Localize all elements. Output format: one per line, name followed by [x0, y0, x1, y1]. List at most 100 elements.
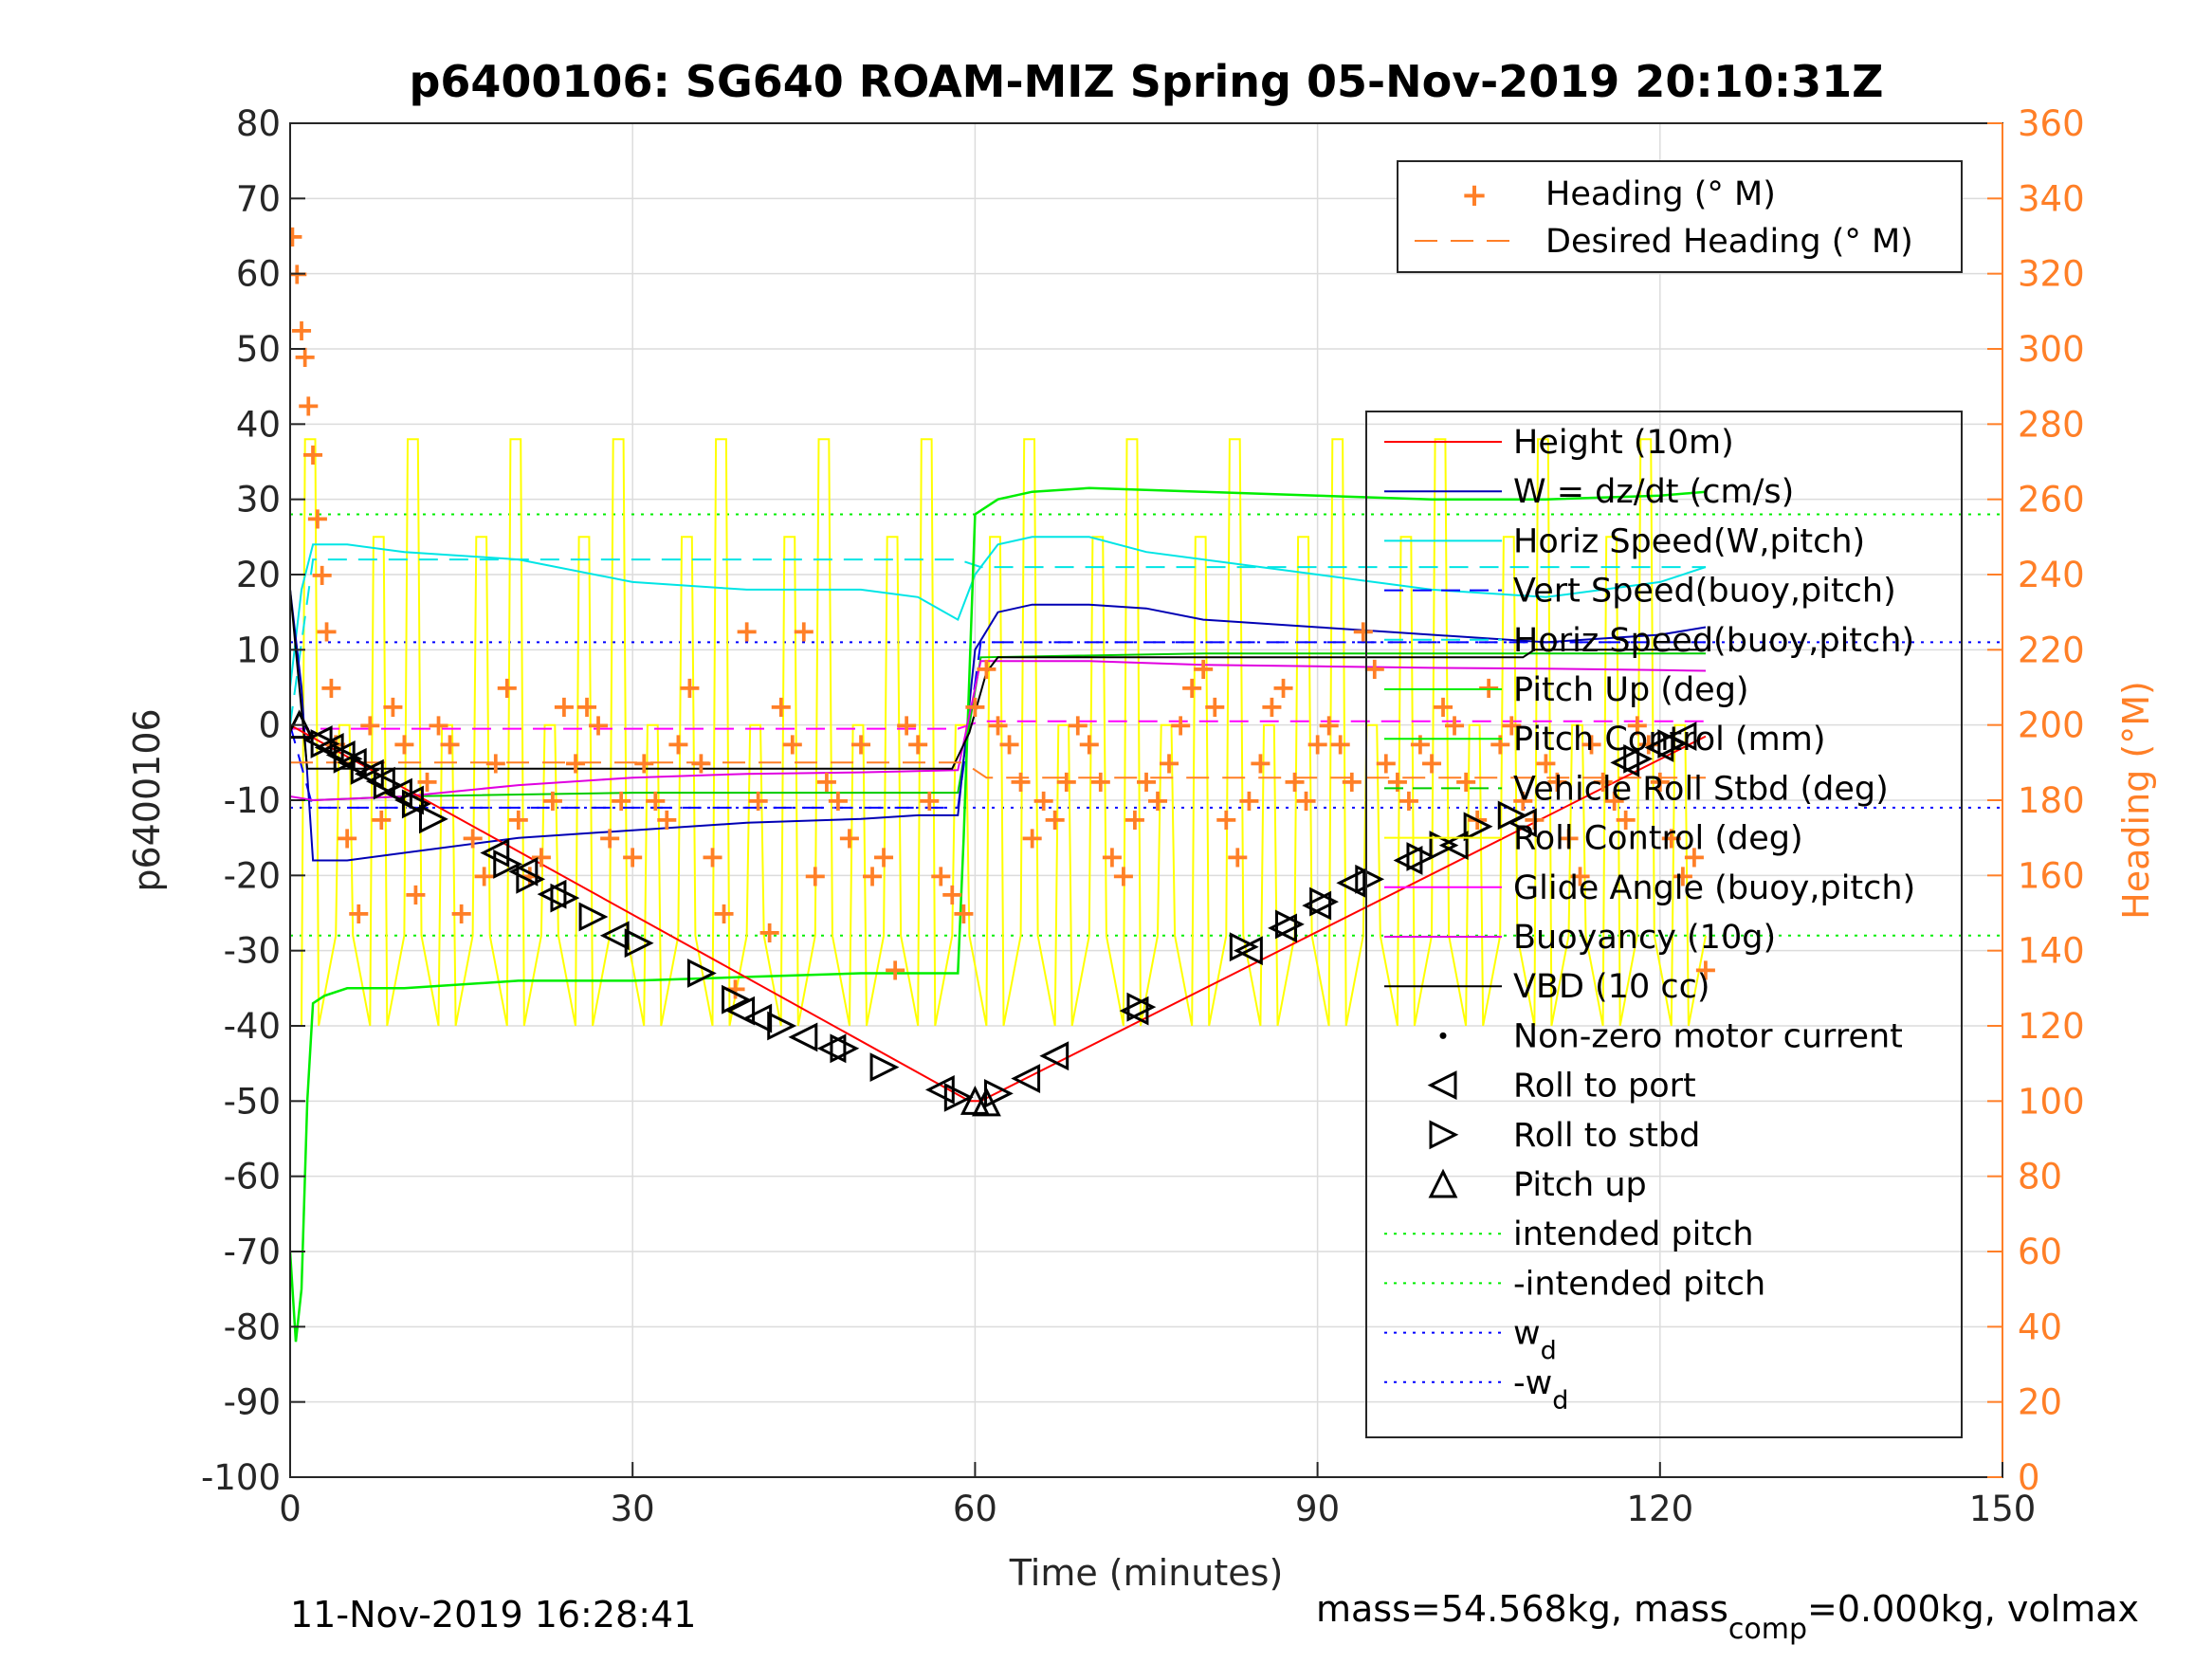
heading-point: +: [1111, 857, 1137, 893]
heading-point: +: [296, 388, 321, 424]
heading-point: +: [1350, 613, 1376, 649]
heading-point: +: [871, 839, 897, 875]
legend-label-sub: d: [1541, 1337, 1557, 1366]
heading-point: +: [745, 782, 771, 818]
heading-point: +: [1693, 952, 1719, 988]
legend-heading: + Heading (° M) Desired Heading (° M): [1397, 160, 1963, 273]
heading-point: +: [1191, 650, 1216, 686]
y2-tick-label: 200: [2018, 705, 2085, 746]
heading-point: +: [643, 782, 668, 818]
heading-point: +: [1042, 801, 1068, 837]
heading-point: +: [586, 707, 612, 743]
heading-point: +: [575, 688, 600, 724]
legend-label: W = dz/dt (cm/s): [1513, 473, 1794, 511]
heading-point: +: [700, 839, 725, 875]
heading-point: +: [1647, 763, 1673, 799]
heading-point: +: [757, 914, 782, 950]
legend-label: intended pitch: [1513, 1215, 1754, 1253]
roll-stbd-marker: [550, 883, 580, 913]
y-tick-label: 30: [236, 480, 281, 521]
legend-main: Height (10m) W = dz/dt (cm/s) Horiz Speed(…: [1365, 411, 1963, 1438]
y2-tick-label: 0: [2018, 1457, 2040, 1498]
series-layer: ++++++++++++++++++++++++++++++++++++++++…: [290, 218, 2002, 1343]
footer-date: 11-Nov-2019 16:28:41: [290, 1594, 696, 1636]
legend-label: Buoyancy (10g): [1513, 919, 1776, 957]
heading-point: +: [426, 707, 451, 743]
footer-mass-tail: =0.000kg, volmax: [1807, 1588, 2139, 1630]
y2-tick-label: 100: [2018, 1081, 2085, 1122]
roll-stbd-marker: [516, 864, 546, 894]
legend-label: Pitch Up (deg): [1513, 671, 1749, 709]
heading-point: +: [1556, 820, 1581, 856]
roll-stbd-marker: [1623, 743, 1654, 774]
heading-point: +: [620, 839, 646, 875]
roll-stbd-marker: [310, 729, 340, 758]
heading-point: +: [437, 726, 463, 762]
roll-stbd-marker: [493, 850, 523, 879]
roll-stbd-marker: [1309, 886, 1339, 917]
y-tick-label: 40: [236, 404, 281, 445]
roll-stbd-marker: [624, 928, 654, 959]
y2-tick-label: 280: [2018, 404, 2085, 445]
x-tick-label: 150: [1969, 1489, 2037, 1529]
heading-point: +: [1179, 669, 1205, 705]
heading-point: +: [357, 707, 383, 743]
y-tick-label: -60: [224, 1157, 281, 1197]
roll-port-marker: [1336, 868, 1366, 898]
legend-swatch: [1439, 1032, 1447, 1039]
y-tick-label: 0: [258, 705, 281, 746]
legend-label: Glide Angle (buoy,pitch): [1513, 869, 1915, 907]
heading-point: +: [528, 839, 554, 875]
chart-title: p6400106: SG640 ROAM-MIZ Spring 05-Nov-2…: [409, 56, 1883, 107]
y2-tick-label: 320: [2018, 254, 2085, 295]
heading-point: +: [985, 707, 1011, 743]
y2-tick-label: 360: [2018, 103, 2085, 144]
legend-label: Pitch up: [1513, 1166, 1647, 1204]
heading-point: +: [1442, 707, 1468, 743]
roll-port-marker: [508, 856, 539, 886]
heading-point: +: [1590, 763, 1616, 799]
heading-point: +: [951, 895, 977, 931]
heading-point: +: [460, 820, 485, 856]
footer-mass-text: mass=54.568kg, mass: [1316, 1588, 1728, 1630]
heading-point: +: [1373, 744, 1398, 780]
heading-point: +: [369, 801, 394, 837]
roll-stbd-marker: [767, 1011, 797, 1041]
legend-label: VBD (10 cc): [1513, 968, 1710, 1006]
heading-point: +: [314, 613, 339, 649]
roll-port-marker: [788, 1022, 818, 1052]
heading-point: +: [1236, 782, 1262, 818]
legend-swatch: [1429, 1120, 1459, 1150]
legend-label: Horiz Speed(buoy,pitch): [1513, 622, 1914, 660]
heading-point: +: [414, 763, 440, 799]
y2-tick-label: 340: [2018, 178, 2085, 219]
legend-heading-label: Heading (° M): [1545, 175, 1776, 213]
roll-stbd-marker: [722, 984, 751, 1014]
roll-stbd-marker: [1463, 812, 1493, 842]
heading-point: +: [1613, 801, 1638, 837]
y-tick-label: 80: [236, 103, 281, 144]
heading-point: +: [1305, 726, 1330, 762]
heading-point: +: [1282, 763, 1307, 799]
heading-point: +: [1293, 782, 1319, 818]
heading-point: +: [883, 952, 908, 988]
legend-label: Vert Speed(buoy,pitch): [1513, 573, 1896, 611]
horiz-speed-buoy-line: [290, 558, 1706, 725]
heading-point: +: [483, 744, 508, 780]
heading-point: +: [677, 669, 703, 705]
roll-stbd-marker: [401, 789, 431, 819]
heading-point: +: [1624, 707, 1650, 743]
heading-point: +: [1499, 707, 1525, 743]
heading-point: +: [1431, 688, 1456, 724]
heading-point: +: [826, 782, 851, 818]
heading-point: +: [540, 782, 566, 818]
heading-point: +: [917, 782, 942, 818]
y2-tick-label: 180: [2018, 780, 2085, 821]
legend-label: Pitch Control (mm): [1513, 721, 1825, 758]
heading-point: +: [309, 557, 335, 593]
heading-point: +: [1099, 839, 1124, 875]
x-tick-label: 120: [1626, 1489, 1693, 1529]
y2-tick-label: 120: [2018, 1006, 2085, 1047]
heading-point: +: [688, 744, 714, 780]
legend-label: Roll Control (deg): [1513, 820, 1803, 858]
